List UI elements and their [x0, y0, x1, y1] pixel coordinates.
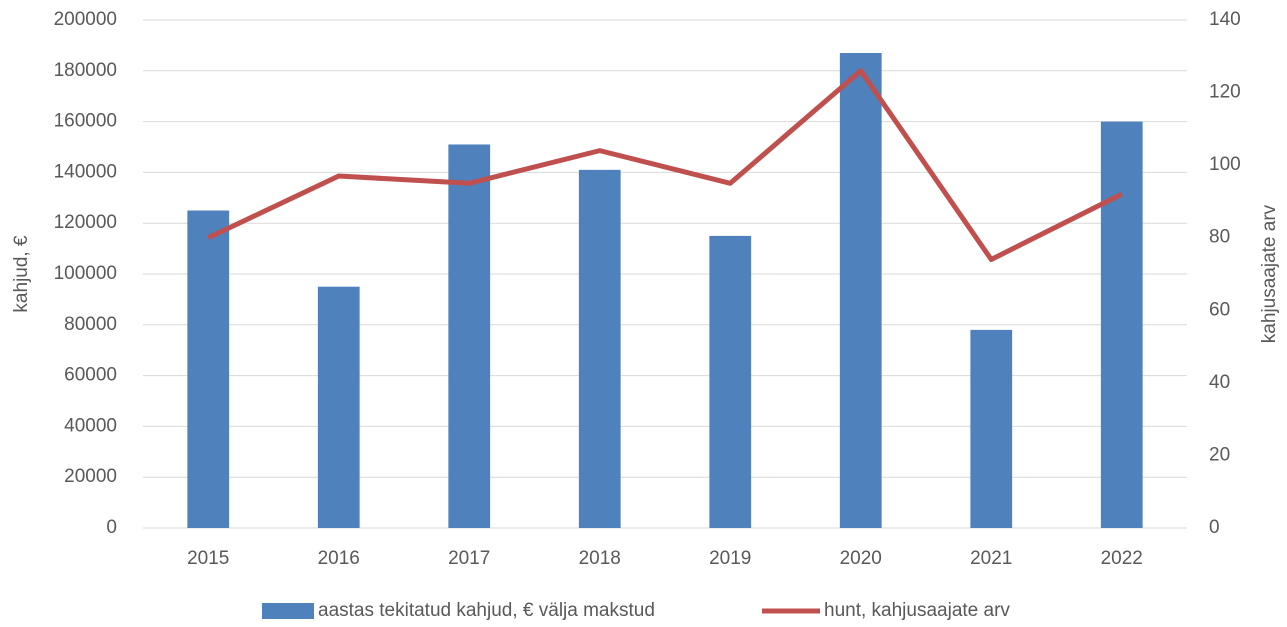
y-tick-label: 100000 [54, 263, 117, 284]
y-tick-label: 0 [106, 517, 117, 538]
y2-tick-label: 0 [1209, 517, 1220, 538]
x-tick-label: 2020 [840, 548, 882, 569]
x-tick-label: 2015 [187, 548, 229, 569]
bar [709, 235, 752, 528]
bar [448, 144, 491, 528]
line [207, 68, 1123, 262]
x-tick-label: 2022 [1101, 548, 1143, 569]
y-tick-label: 20000 [64, 466, 117, 487]
y2-tick-label: 20 [1209, 444, 1230, 465]
y-tick-label: 160000 [54, 111, 117, 132]
legend-swatch [262, 603, 314, 619]
bar [970, 329, 1013, 528]
y-tick-label: 200000 [54, 9, 117, 30]
y-tick-label: 60000 [64, 365, 117, 386]
x-tick-label: 2021 [970, 548, 1012, 569]
y-axis-title: kahjud, € [11, 235, 32, 313]
y2-tick-label: 80 [1209, 227, 1230, 248]
y2-tick-label: 100 [1209, 154, 1241, 175]
y-tick-label: 120000 [54, 212, 117, 233]
y2-tick-label: 60 [1209, 299, 1230, 320]
y2-axis-title: kahjusaajate arv [1259, 204, 1280, 343]
bar [578, 169, 621, 529]
x-tick-label: 2017 [448, 548, 490, 569]
legend-label: hunt, kahjusaajate arv [824, 600, 1010, 621]
bar [1100, 121, 1143, 528]
x-tick-label: 2019 [709, 548, 751, 569]
bar [317, 286, 360, 528]
x-tick-label: 2016 [318, 548, 360, 569]
bar [187, 210, 230, 528]
y2-tick-label: 120 [1209, 82, 1241, 103]
y2-tick-label: 40 [1209, 372, 1230, 393]
y-tick-label: 140000 [54, 161, 117, 182]
legend-label: aastas tekitatud kahjud, € välja makstud [318, 600, 655, 621]
bar [839, 53, 882, 529]
x-tick-label: 2018 [579, 548, 621, 569]
y2-tick-label: 140 [1209, 9, 1241, 30]
y-tick-label: 40000 [64, 415, 117, 436]
y-tick-label: 180000 [54, 60, 117, 81]
y-tick-label: 80000 [64, 314, 117, 335]
